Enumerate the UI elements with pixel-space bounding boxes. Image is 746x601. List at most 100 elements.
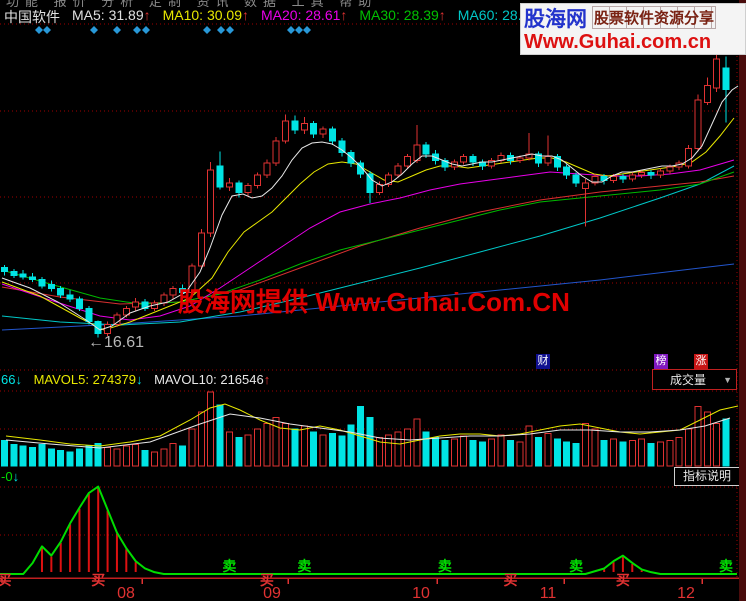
candlesticks xyxy=(1,55,730,338)
candle-up xyxy=(169,288,177,296)
volume-bar xyxy=(113,448,121,467)
ma10-readout: MA10: 30.09 xyxy=(162,7,242,23)
volume-bar xyxy=(506,439,514,467)
volume-bars xyxy=(1,391,730,467)
month-label: 12 xyxy=(677,585,695,601)
diamond-icon xyxy=(90,26,98,34)
candle-up xyxy=(460,156,468,163)
indicator-readout-row: -0↓ xyxy=(1,469,19,484)
month-label: 10 xyxy=(412,585,430,601)
volume-bar xyxy=(478,441,486,467)
candle-down xyxy=(357,162,365,175)
volume-bar xyxy=(347,424,355,467)
volume-bar xyxy=(150,451,158,467)
sell-signal-label: 卖 xyxy=(297,558,311,574)
up-arrow-icon: ↑ xyxy=(340,7,348,23)
volume-bar xyxy=(656,441,664,467)
sell-signal-label: 卖 xyxy=(222,558,236,574)
candle-up xyxy=(403,156,411,167)
indicator-help-button[interactable]: 指标说明 xyxy=(674,467,740,486)
volume-indicator-label: 成交量 xyxy=(670,373,707,387)
candle-up xyxy=(207,169,215,234)
candle-up xyxy=(713,58,721,89)
candle-up xyxy=(104,323,112,335)
indicator-value: -0 xyxy=(1,469,13,484)
volume-bar xyxy=(422,431,430,467)
volume-bar xyxy=(563,441,571,467)
volume-bar xyxy=(600,439,608,467)
volume-bar xyxy=(244,434,252,467)
guhai-logo: 股海网 股票软件资源分享 Www.Guhai.com.cn xyxy=(520,3,746,55)
down-arrow-icon: ↓ xyxy=(135,372,143,387)
candle-up xyxy=(244,185,252,193)
candle-down xyxy=(1,267,8,272)
buy-signal-label: 买 xyxy=(91,572,105,588)
mavol-lines xyxy=(5,403,739,449)
volume-bar xyxy=(403,428,411,467)
candle-down xyxy=(441,160,449,168)
volume-bar xyxy=(581,422,589,467)
candle-down xyxy=(366,173,374,193)
candle-up xyxy=(628,174,636,180)
candle-up xyxy=(581,182,589,189)
volume-bar xyxy=(413,418,421,467)
candle-up xyxy=(610,175,618,181)
diamond-icon xyxy=(287,26,295,34)
candle-up xyxy=(694,99,702,150)
volume-indicator-selector[interactable]: 成交量 ▼ xyxy=(652,369,737,390)
volume-bar xyxy=(450,438,458,467)
volume-bar xyxy=(19,445,27,467)
candle-down xyxy=(469,156,477,163)
volume-bar xyxy=(628,439,636,467)
candle-down xyxy=(38,278,46,287)
volume-bar xyxy=(666,439,674,467)
candle-down xyxy=(619,175,627,180)
diamond-icon xyxy=(142,26,150,34)
quick-badge-财[interactable]: 财 xyxy=(536,354,550,369)
ma_blue_long-line xyxy=(1,263,735,331)
logo-url: Www.Guhai.com.cn xyxy=(524,31,712,53)
volume-bar xyxy=(713,422,721,467)
indicator-panel xyxy=(0,485,737,575)
volume-bar xyxy=(29,447,37,467)
candle-up xyxy=(544,156,552,164)
candle-up xyxy=(253,174,261,187)
candle-down xyxy=(141,301,149,309)
volume-bar xyxy=(610,438,618,467)
volume-bar xyxy=(160,448,168,467)
volume-bar xyxy=(197,411,205,467)
logo-site-name: 股海网 xyxy=(524,7,587,31)
candle-down xyxy=(179,288,187,294)
sell-signal-label: 卖 xyxy=(438,558,452,574)
volume-bar xyxy=(263,422,271,467)
quick-badge-榜[interactable]: 榜 xyxy=(654,354,668,369)
menu-bar-clipped[interactable]: 功能 报价 分析 定制 资讯 数据 工具 帮助 xyxy=(0,0,738,7)
candle-up xyxy=(394,165,402,176)
up-arrow-icon: ↑ xyxy=(438,7,446,23)
quick-badge-涨[interactable]: 涨 xyxy=(694,354,708,369)
vol-partial-value: 66 xyxy=(1,372,16,387)
chevron-down-icon: ▼ xyxy=(723,374,732,385)
volume-bar xyxy=(66,451,74,467)
volume-bar xyxy=(535,437,543,467)
volume-bar xyxy=(694,405,702,467)
candle-down xyxy=(94,321,102,335)
candle-down xyxy=(75,298,83,309)
volume-bar xyxy=(703,411,711,467)
volume-bar xyxy=(488,438,496,467)
volume-bar xyxy=(300,425,308,467)
up-arrow-icon: ↑ xyxy=(143,7,151,23)
volume-bar xyxy=(179,445,187,467)
volume-readout-row: 66↓ MAVOL5: 274379↓ MAVOL10: 216546↑ xyxy=(1,372,270,387)
volume-bar xyxy=(235,437,243,467)
volume-bar xyxy=(675,437,683,467)
buy-signal-label: 买 xyxy=(616,572,630,588)
candle-up xyxy=(525,153,533,159)
diamond-icon xyxy=(113,26,121,34)
volume-bar xyxy=(310,431,318,467)
candle-up xyxy=(263,162,271,176)
candle-down xyxy=(553,156,561,168)
sell-signal-label: 卖 xyxy=(569,558,583,574)
down-arrow-icon: ↓ xyxy=(12,469,20,484)
